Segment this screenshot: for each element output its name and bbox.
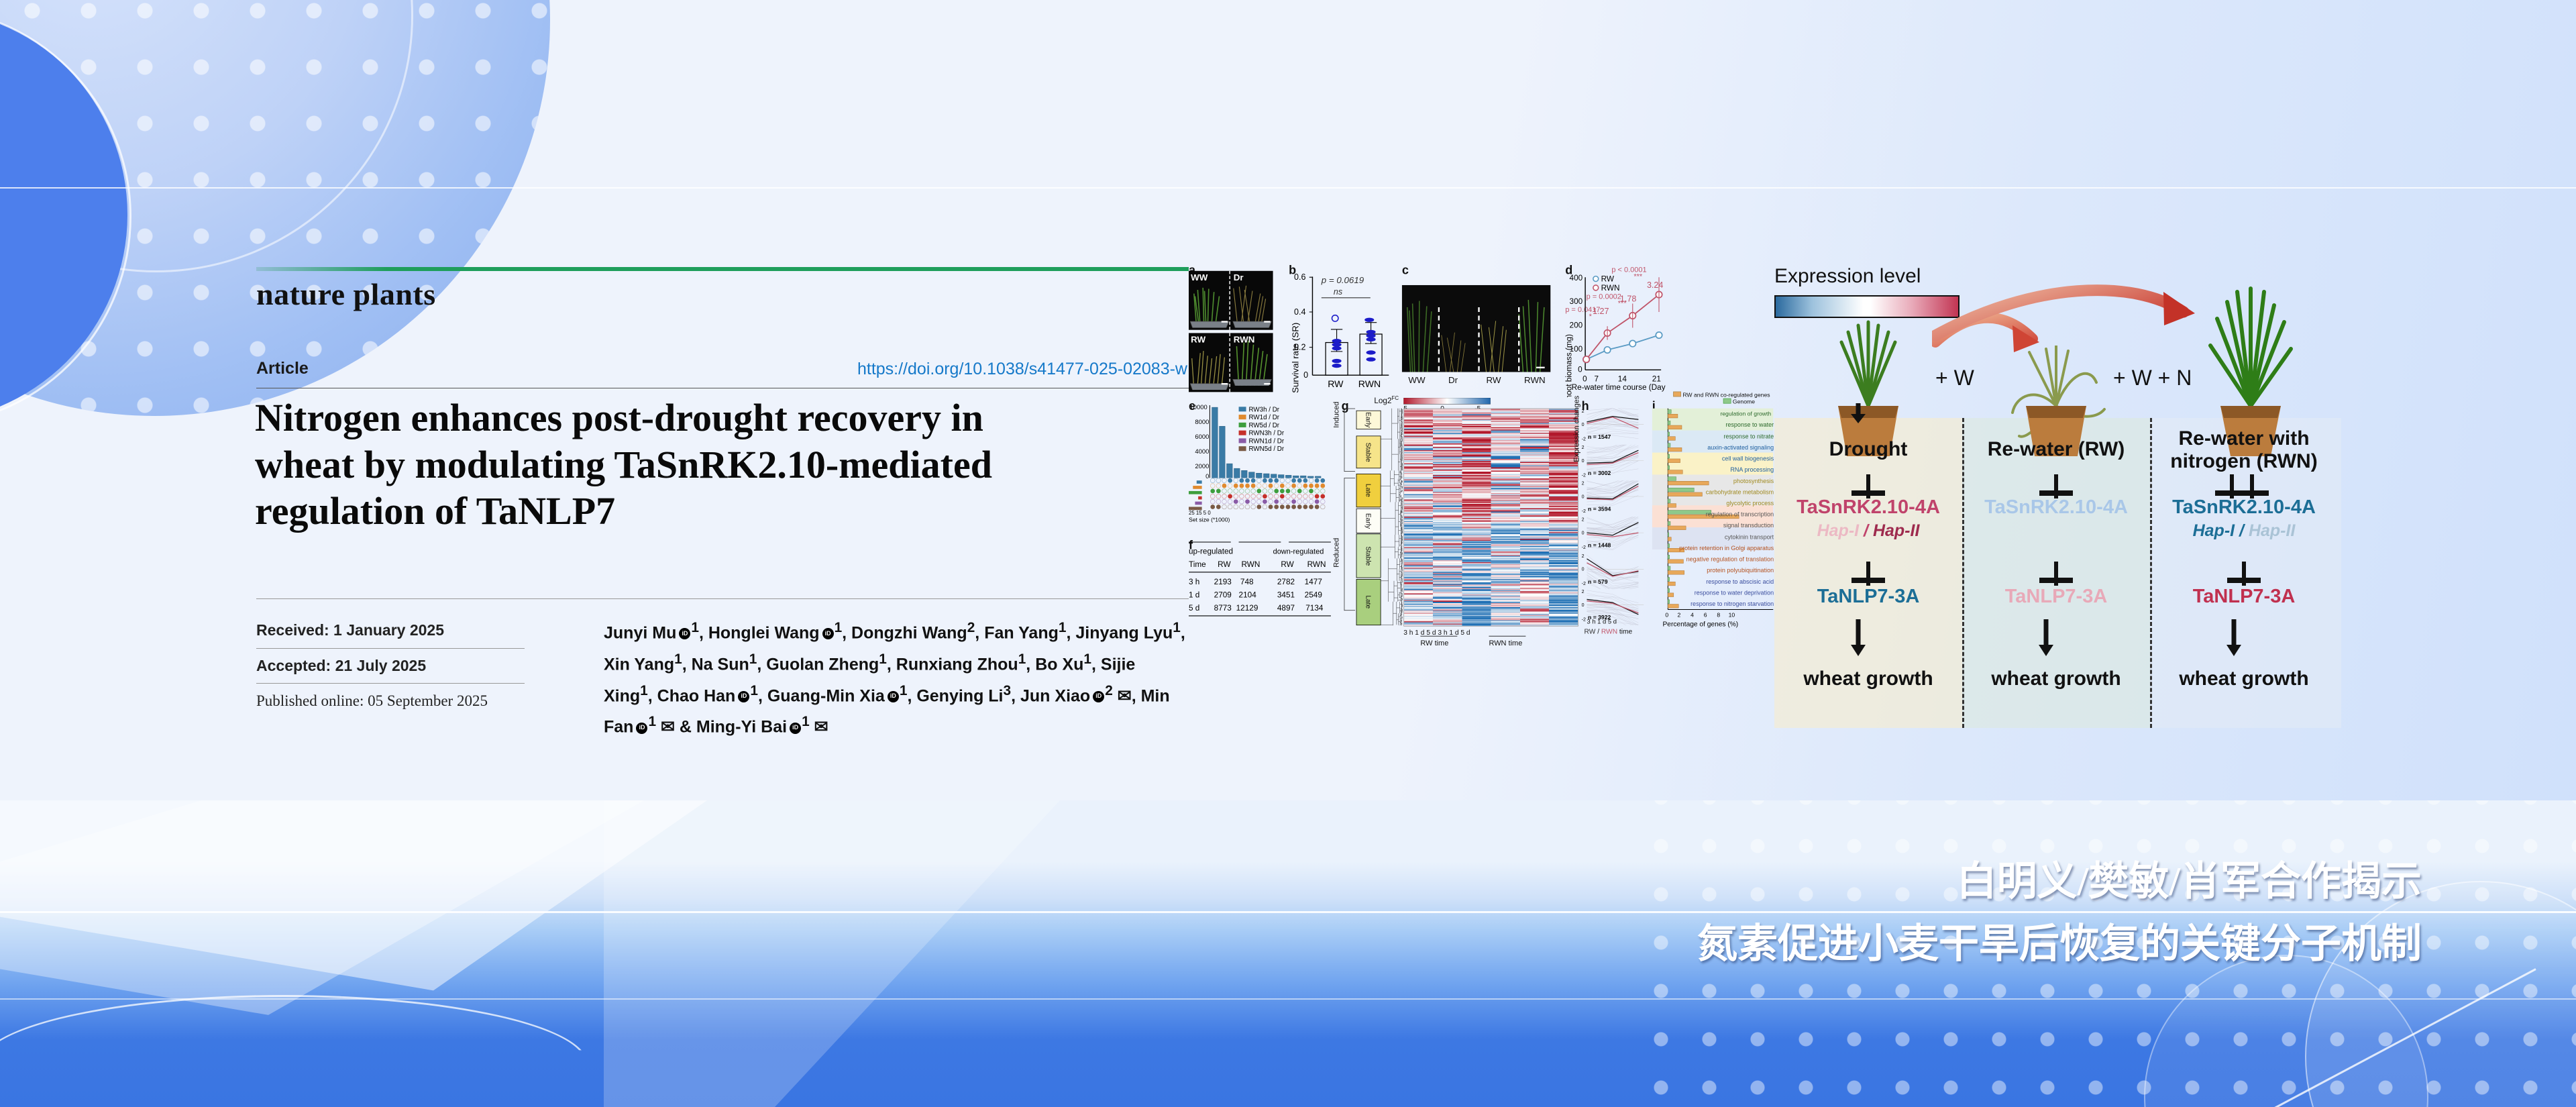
svg-text:-2: -2 bbox=[1582, 545, 1586, 550]
svg-text:Re-water time course (Day): Re-water time course (Day) bbox=[1572, 383, 1666, 392]
svg-text:200: 200 bbox=[1570, 321, 1583, 330]
svg-text:2104: 2104 bbox=[1239, 590, 1257, 599]
svg-text:1.27: 1.27 bbox=[1593, 307, 1609, 316]
svg-text:1.78: 1.78 bbox=[1620, 294, 1636, 303]
svg-text:Time: Time bbox=[1189, 560, 1206, 569]
svg-text:21: 21 bbox=[1652, 375, 1661, 384]
svg-text:8773: 8773 bbox=[1214, 604, 1232, 613]
svg-text:n = 579: n = 579 bbox=[1588, 578, 1608, 585]
svg-text:Set size (*1000): Set size (*1000) bbox=[1189, 516, 1230, 523]
svg-text:down-regulated: down-regulated bbox=[1273, 547, 1324, 556]
svg-text:2: 2 bbox=[1582, 518, 1585, 523]
svg-text:0: 0 bbox=[1205, 472, 1209, 480]
svg-text:2: 2 bbox=[1582, 445, 1585, 450]
svg-text:-2: -2 bbox=[1582, 509, 1586, 514]
svg-text:2: 2 bbox=[1582, 590, 1585, 594]
svg-text:1477: 1477 bbox=[1305, 578, 1322, 586]
svg-text:RW: RW bbox=[1218, 560, 1231, 569]
svg-text:7: 7 bbox=[1594, 375, 1599, 384]
svg-text:RW1d / Dr: RW1d / Dr bbox=[1248, 414, 1279, 421]
svg-text:-2: -2 bbox=[1582, 473, 1586, 478]
svg-text:0: 0 bbox=[1582, 459, 1585, 464]
svg-text:RWN: RWN bbox=[1601, 284, 1620, 293]
svg-text:8000: 8000 bbox=[1195, 418, 1209, 425]
svg-text:RWN: RWN bbox=[1242, 560, 1260, 569]
svg-text:2193: 2193 bbox=[1214, 578, 1232, 586]
svg-text:14: 14 bbox=[1618, 375, 1627, 384]
svg-text:2: 2 bbox=[1582, 554, 1585, 559]
svg-text:0: 0 bbox=[1582, 495, 1585, 500]
svg-text:0.4: 0.4 bbox=[1294, 307, 1305, 317]
svg-text:2782: 2782 bbox=[1277, 578, 1295, 586]
svg-text:RW: RW bbox=[1601, 274, 1615, 283]
svg-text:-2: -2 bbox=[1582, 618, 1586, 623]
svg-text:10: 10 bbox=[1729, 612, 1735, 619]
svg-text:7134: 7134 bbox=[1305, 604, 1324, 613]
svg-text:RW: RW bbox=[1281, 560, 1294, 569]
svg-text:n = 1448: n = 1448 bbox=[1588, 542, 1611, 549]
svg-text:3 h: 3 h bbox=[1189, 578, 1199, 586]
svg-text:2: 2 bbox=[1582, 409, 1585, 414]
svg-text:3451: 3451 bbox=[1277, 590, 1295, 599]
svg-text:12129: 12129 bbox=[1236, 604, 1258, 613]
svg-text:6: 6 bbox=[1704, 612, 1707, 619]
svg-text:RWN5d / Dr: RWN5d / Dr bbox=[1248, 445, 1284, 453]
svg-text:p = 0.0002: p = 0.0002 bbox=[1587, 293, 1621, 301]
svg-text:400: 400 bbox=[1570, 274, 1583, 282]
svg-text:-2: -2 bbox=[1582, 437, 1586, 441]
svg-text:6000: 6000 bbox=[1195, 433, 1209, 440]
svg-text:0: 0 bbox=[1582, 567, 1585, 572]
svg-text:5 d: 5 d bbox=[1189, 604, 1199, 613]
svg-text:4897: 4897 bbox=[1277, 604, 1295, 613]
svg-text:2549: 2549 bbox=[1305, 590, 1322, 599]
svg-text:RWN1d / Dr: RWN1d / Dr bbox=[1248, 437, 1284, 445]
svg-text:RWN: RWN bbox=[1307, 560, 1326, 569]
svg-text:p = 0.0619: p = 0.0619 bbox=[1321, 275, 1364, 285]
svg-text:n = 1547: n = 1547 bbox=[1588, 433, 1611, 440]
svg-text:2000: 2000 bbox=[1195, 462, 1209, 470]
svg-text:1 d: 1 d bbox=[1189, 590, 1199, 599]
svg-text:2709: 2709 bbox=[1214, 590, 1232, 599]
svg-text:RWN: RWN bbox=[1358, 378, 1381, 389]
svg-text:***: *** bbox=[1633, 273, 1643, 281]
svg-text:8: 8 bbox=[1717, 612, 1720, 619]
svg-text:25 15 5 0: 25 15 5 0 bbox=[1189, 510, 1211, 516]
svg-text:2: 2 bbox=[1677, 612, 1680, 619]
svg-text:RWN3h / Dr: RWN3h / Dr bbox=[1248, 430, 1284, 437]
svg-text:Percentage of genes (%): Percentage of genes (%) bbox=[1663, 621, 1739, 629]
svg-text:0: 0 bbox=[1665, 612, 1668, 619]
svg-text:n = 3002: n = 3002 bbox=[1588, 470, 1611, 476]
svg-text:n = 3594: n = 3594 bbox=[1588, 506, 1611, 513]
svg-text:RW: RW bbox=[1328, 378, 1344, 389]
svg-text:RW3h / Dr: RW3h / Dr bbox=[1248, 406, 1279, 413]
svg-text:*: * bbox=[1589, 313, 1593, 321]
svg-text:Survival rate (SR): Survival rate (SR) bbox=[1290, 323, 1300, 393]
svg-text:0.6: 0.6 bbox=[1294, 272, 1305, 282]
svg-text:748: 748 bbox=[1240, 578, 1254, 586]
svg-text:Shoot biomass (mg): Shoot biomass (mg) bbox=[1565, 334, 1573, 397]
svg-text:0: 0 bbox=[1582, 375, 1587, 384]
svg-text:RW5d / Dr: RW5d / Dr bbox=[1248, 422, 1279, 429]
svg-text:2: 2 bbox=[1582, 482, 1585, 486]
svg-text:0: 0 bbox=[1582, 531, 1585, 536]
svg-text:-2: -2 bbox=[1582, 582, 1586, 586]
svg-text:ns: ns bbox=[1334, 287, 1343, 297]
svg-text:0: 0 bbox=[1303, 370, 1308, 380]
svg-text:0: 0 bbox=[1578, 365, 1582, 374]
svg-text:0: 0 bbox=[1582, 423, 1585, 427]
svg-text:up-regulated: up-regulated bbox=[1189, 547, 1233, 556]
svg-text:4000: 4000 bbox=[1195, 447, 1209, 455]
svg-text:3.24: 3.24 bbox=[1647, 280, 1663, 290]
svg-text:0: 0 bbox=[1582, 603, 1585, 608]
svg-text:300: 300 bbox=[1570, 297, 1583, 306]
svg-text:4: 4 bbox=[1690, 612, 1694, 619]
